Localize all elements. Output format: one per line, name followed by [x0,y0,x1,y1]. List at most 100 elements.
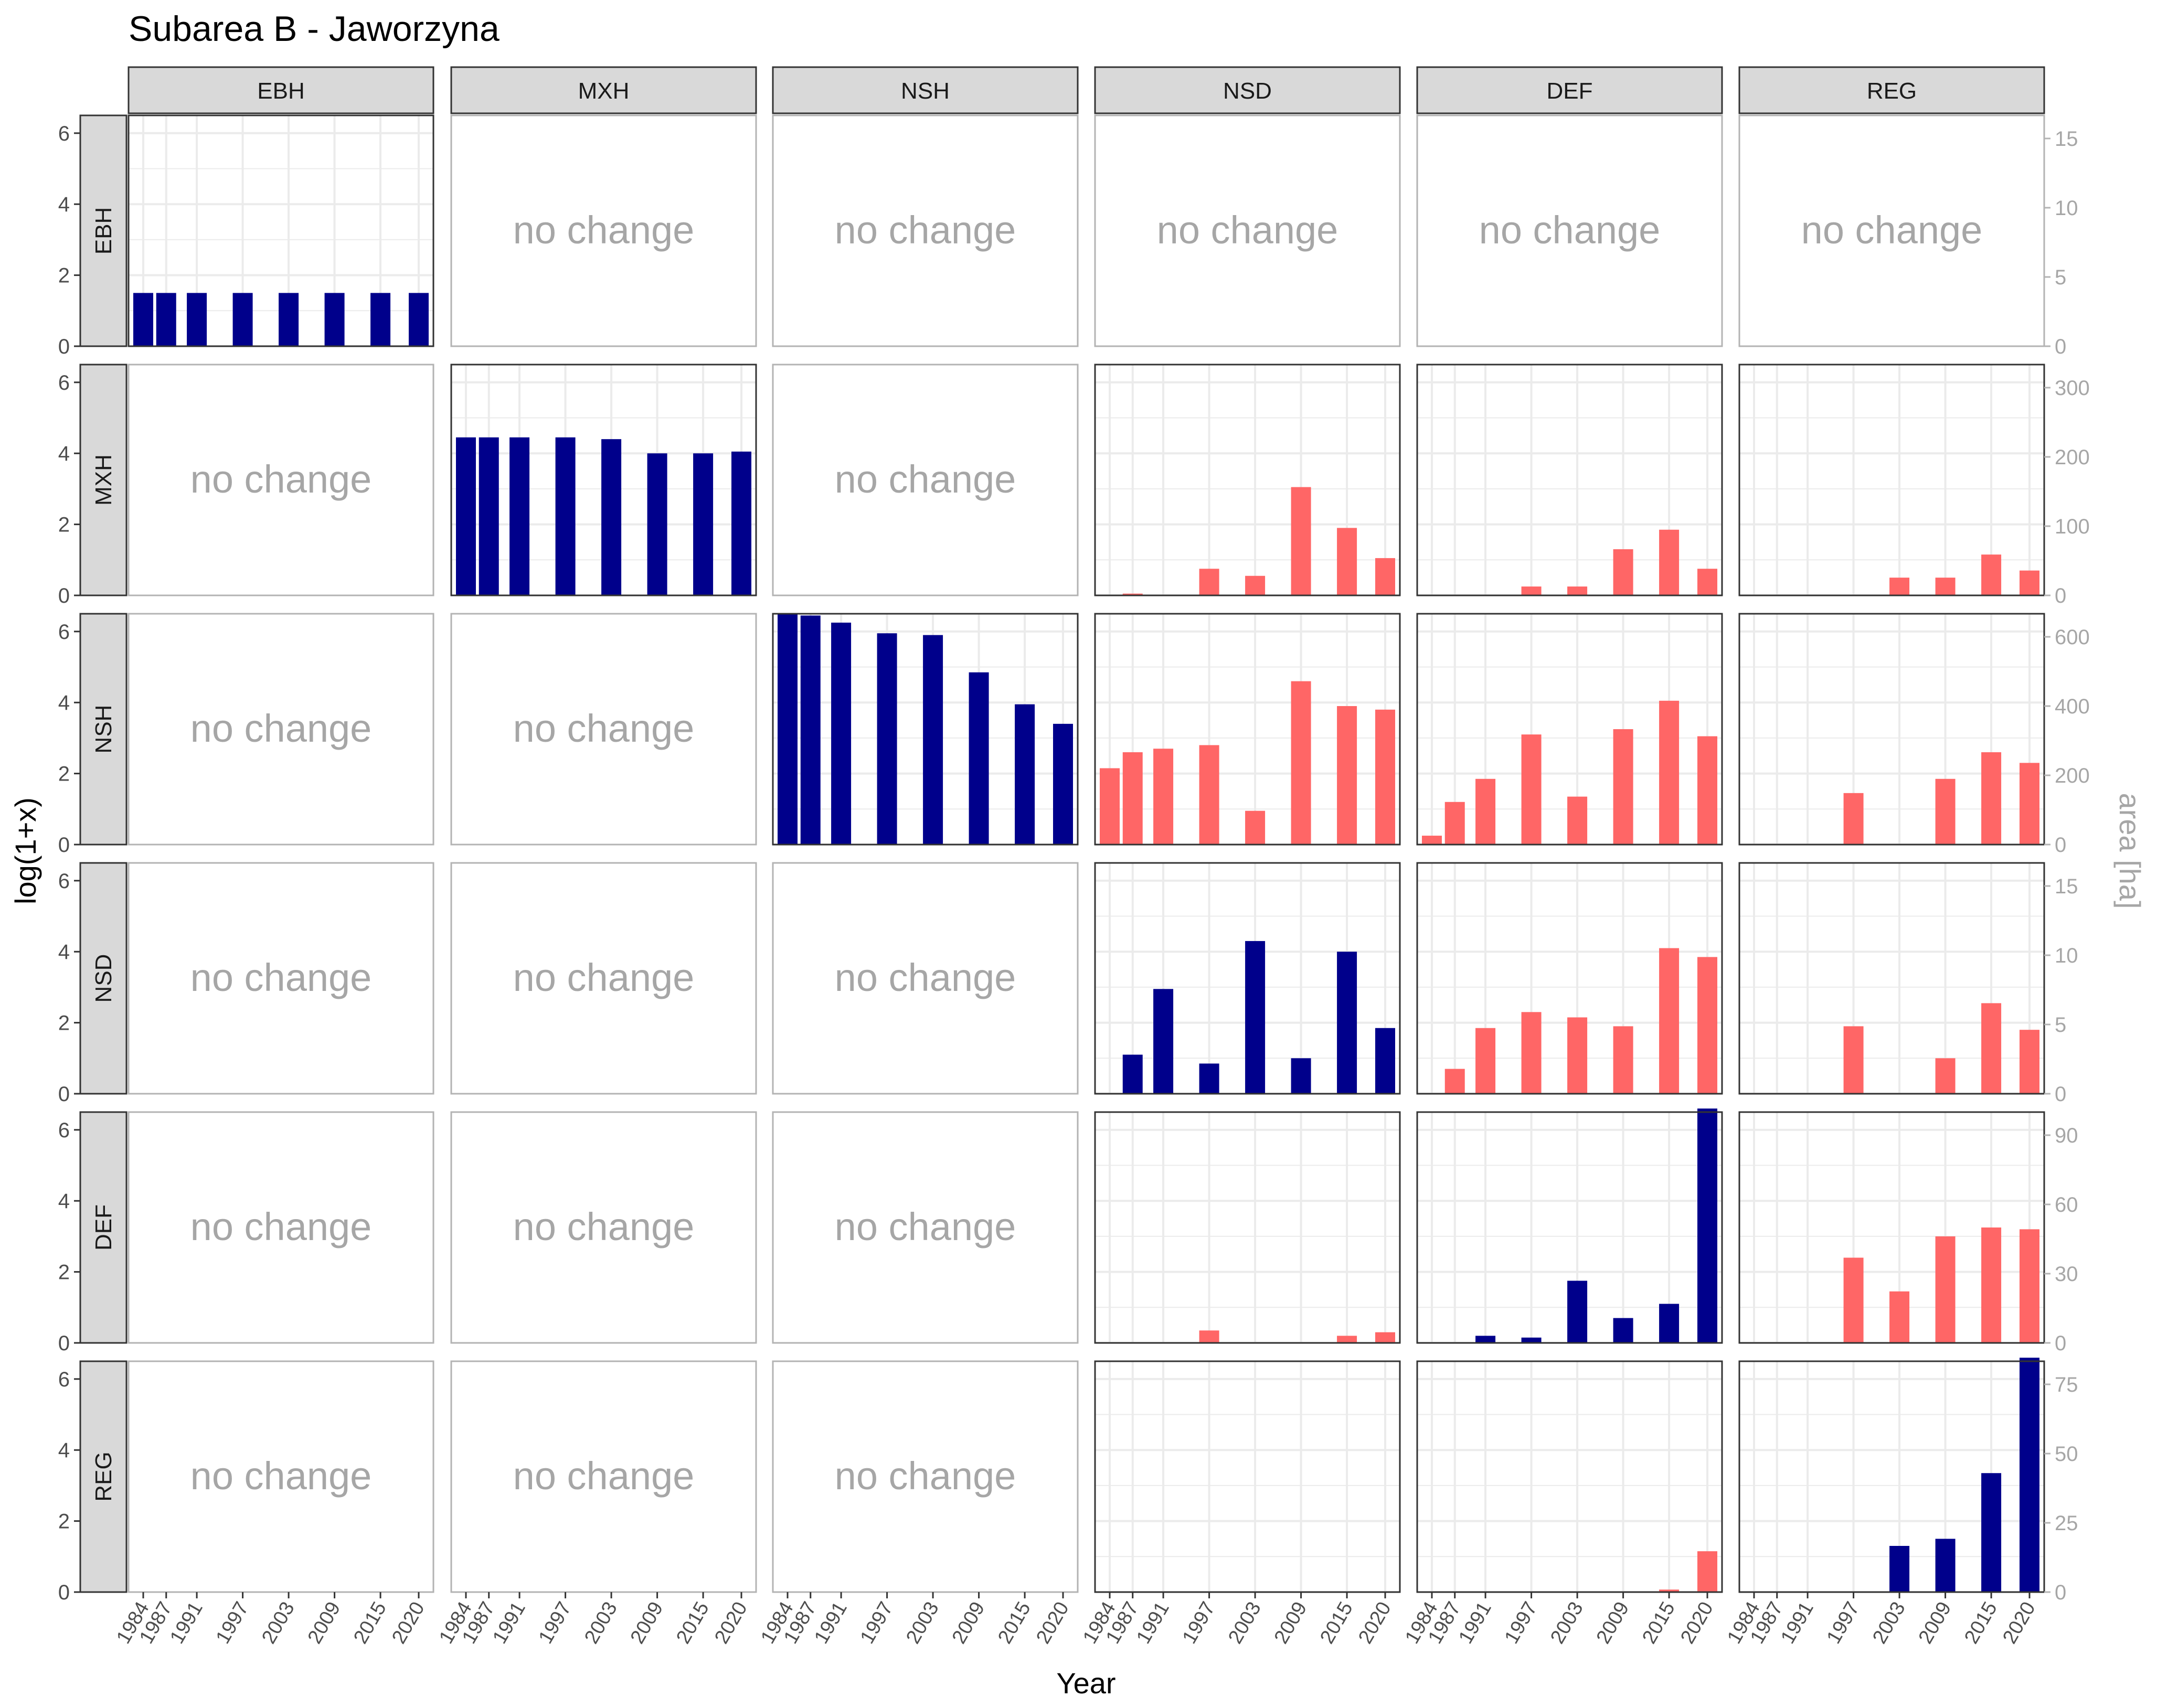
bar-mxh-def-2003 [1567,586,1588,595]
y-tick-label: 4 [58,691,70,714]
bar-def-def-2009 [1613,1318,1633,1343]
bar-nsd-def-2020 [1697,957,1717,1094]
panel-border [772,114,1079,347]
panel-background [1095,1112,1400,1343]
panel-border [1094,364,1401,596]
no-change-label: no change [513,707,695,750]
panel-border [127,613,434,846]
bar-nsd-def-1991 [1475,1028,1496,1094]
panel-reg-mxh: no change [450,1360,757,1593]
bar-reg-def-2015 [1659,1589,1680,1592]
bar-nsd-def-2015 [1659,948,1680,1094]
x-tick-label: 1991 [810,1598,852,1648]
bar-nsh-nsh-1997 [877,633,897,845]
y2-tick-label: 30 [2055,1263,2078,1286]
panel-nsd-nsd [1094,862,1401,1095]
no-change-label: no change [1801,208,1983,252]
x-tick-label: 1997 [856,1598,898,1648]
bar-def-def-2003 [1567,1280,1588,1343]
row-strip-nsd [79,862,127,1095]
bar-nsd-def-1997 [1521,1012,1542,1094]
y2-tick-label: 0 [2055,1332,2066,1355]
panel-background [451,1361,756,1592]
panel-border [772,862,1079,1095]
no-change-label: no change [835,457,1016,501]
x-tick-label: 1991 [1132,1598,1174,1648]
y2-tick-label: 5 [2055,266,2066,289]
panel-reg-nsd [1094,1360,1401,1593]
bar-nsh-def-2009 [1613,729,1633,845]
bar-ebh-ebh-2020 [409,293,429,346]
bar-mxh-nsd-2009 [1291,487,1311,595]
panel-nsd-ebh: no change [127,862,434,1095]
x-tick-label: 2009 [1592,1598,1634,1648]
row-strip-label-ebh: EBH [91,207,116,254]
y2-tick-label: 10 [2055,197,2078,220]
panel-background [129,614,433,845]
panel-mxh-reg [1738,364,2045,596]
y2-tick-label: 400 [2055,695,2090,718]
y-tick-label: 0 [58,1332,70,1355]
y-tick-label: 4 [58,1439,70,1462]
bar-mxh-mxh-1991 [509,437,530,595]
panel-border [127,862,434,1095]
panel-reg-ebh: no change [127,1360,434,1593]
panel-border [450,862,757,1095]
bar-nsd-nsd-2003 [1245,941,1266,1094]
bar-def-nsd-2015 [1337,1336,1357,1343]
y-tick-label: 0 [58,335,70,358]
y2-tick-label: 50 [2055,1443,2078,1466]
panel-border [772,1111,1079,1344]
x-tick-label: 2015 [1960,1598,2002,1648]
bar-nsh-nsd-2015 [1337,706,1357,845]
bar-def-nsd-2020 [1375,1332,1395,1343]
y-tick-label: 2 [58,1012,70,1035]
panel-border [1094,1360,1401,1593]
panel-border [1416,862,1723,1095]
x-tick-label: 2020 [1999,1598,2040,1648]
panel-mxh-ebh: no change [127,364,434,596]
y2-tick-label: 0 [2055,1083,2066,1106]
x-tick-label: 2003 [1224,1598,1266,1648]
no-change-label: no change [190,457,372,501]
bar-nsd-reg-2009 [1935,1058,1956,1094]
y-tick-label: 6 [58,621,70,644]
y2-tick-label: 0 [2055,834,2066,857]
panel-border [1094,1111,1401,1344]
no-change-label: no change [513,956,695,999]
x-tick-label: 2015 [1316,1598,1357,1648]
bar-reg-reg-2020 [2020,1358,2039,1592]
x-tick-label: 2009 [1915,1598,1956,1648]
bar-nsh-nsh-2003 [923,635,943,845]
bar-mxh-reg-2015 [1981,554,2002,595]
bar-mxh-mxh-2015 [693,453,714,595]
panel-border [772,613,1079,846]
y2-tick-label: 100 [2055,515,2090,538]
x-tick-label: 1997 [1823,1598,1864,1648]
y2-tick-label: 90 [2055,1124,2078,1147]
bar-nsh-nsd-1997 [1199,745,1219,845]
no-change-label: no change [835,208,1016,252]
y-tick-label: 6 [58,371,70,394]
panel-background [773,1361,1078,1592]
chart-title: Subarea B - Jaworzyna [129,9,500,49]
panel-border [1738,862,2045,1095]
bar-ebh-ebh-2015 [370,293,391,346]
column-strip-def [1416,66,1723,114]
panel-background [1095,1361,1400,1592]
x-tick-label: 1991 [1454,1598,1496,1648]
panel-background [451,115,756,346]
bar-nsh-nsh-1991 [831,622,852,845]
panel-background [773,863,1078,1094]
panel-border [1094,114,1401,347]
bar-nsh-reg-1997 [1843,793,1864,845]
y-tick-label: 0 [58,1083,70,1106]
panel-background [129,1361,433,1592]
y-tick-label: 2 [58,763,70,786]
bar-ebh-ebh-1991 [187,293,207,346]
panel-def-mxh: no change [450,1111,757,1344]
panels-layer: EBH MXH NSH NSD DEF REG EBH 0 2 4 6 MXH 0 2 4 6 NSH 0 2 4 6 N… [58,66,2090,1648]
bar-nsh-def-1991 [1475,778,1496,845]
panel-border [772,364,1079,596]
bar-mxh-reg-2020 [2020,570,2039,595]
